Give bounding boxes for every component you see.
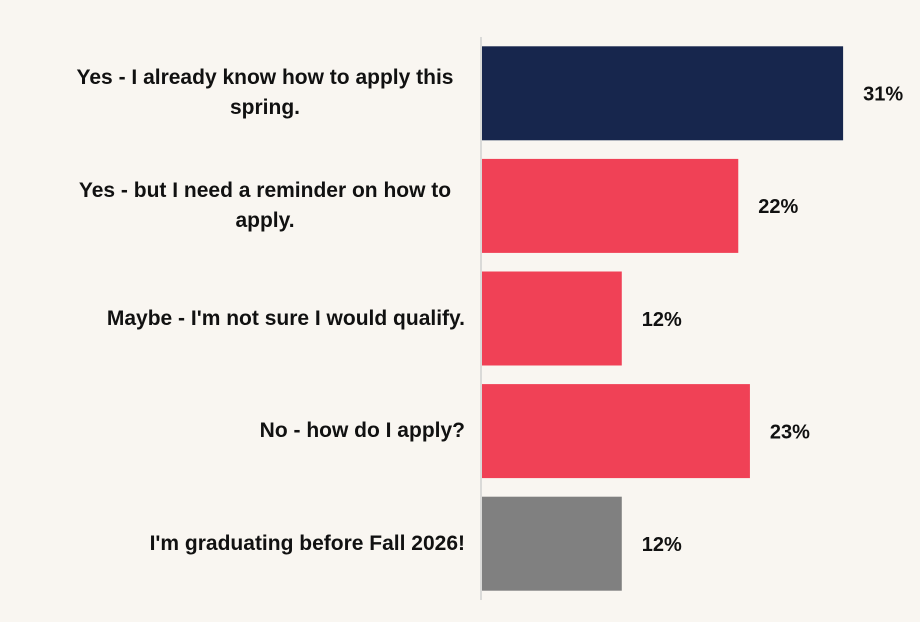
bar — [482, 158, 739, 253]
category-label: I'm graduating before Fall 2026! — [149, 531, 465, 555]
category-label: Yes - I already know how to apply this s… — [76, 66, 454, 120]
bar — [482, 271, 622, 366]
category-label-box: I'm graduating before Fall 2026! — [25, 529, 465, 559]
category-label: No - how do I apply? — [259, 419, 465, 443]
category-label-box: Yes - but I need a reminder on how to ap… — [25, 176, 465, 236]
value-label: 12% — [642, 534, 682, 556]
value-label: 31% — [863, 84, 903, 106]
bar — [482, 496, 622, 591]
category-label-box: Maybe - I'm not sure I would qualify. — [25, 304, 465, 334]
category-label: Maybe - I'm not sure I would qualify. — [106, 306, 465, 330]
value-label: 22% — [758, 196, 798, 218]
bar — [482, 46, 844, 141]
category-label-box: Yes - I already know how to apply this s… — [25, 63, 465, 123]
category-label-box: No - how do I apply? — [25, 416, 465, 446]
value-label: 12% — [642, 309, 682, 331]
value-label: 23% — [770, 421, 810, 443]
category-label: Yes - but I need a reminder on how to ap… — [78, 178, 452, 232]
bar — [482, 384, 750, 479]
